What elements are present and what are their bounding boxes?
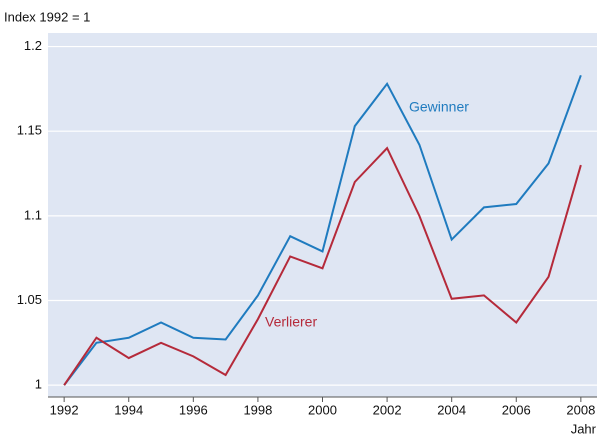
y-tick-label: 1.05 xyxy=(17,292,42,307)
x-tick-label: 1992 xyxy=(50,402,79,417)
x-tick-label: 2002 xyxy=(373,402,402,417)
x-tick-label: 1998 xyxy=(243,402,272,417)
series-line xyxy=(63,74,582,386)
series-label: Verlierer xyxy=(265,314,317,330)
x-tick-label: 2008 xyxy=(566,402,595,417)
y-tick-label: 1.1 xyxy=(24,207,42,222)
plot-area xyxy=(48,33,597,397)
x-axis-label: Jahr xyxy=(571,421,597,436)
y-axis-label: Index 1992 = 1 xyxy=(4,9,90,24)
series-label: Gewinner xyxy=(409,99,469,115)
x-tick-label: 2006 xyxy=(502,402,531,417)
x-tick-label: 1994 xyxy=(114,402,143,417)
x-tick-label: 1996 xyxy=(179,402,208,417)
y-tick-label: 1.2 xyxy=(24,38,42,53)
series-line xyxy=(63,146,582,386)
x-tick-label: 2004 xyxy=(437,402,466,417)
y-tick-label: 1 xyxy=(35,377,42,392)
x-tick-label: 2000 xyxy=(308,402,337,417)
y-tick-label: 1.15 xyxy=(17,123,42,138)
